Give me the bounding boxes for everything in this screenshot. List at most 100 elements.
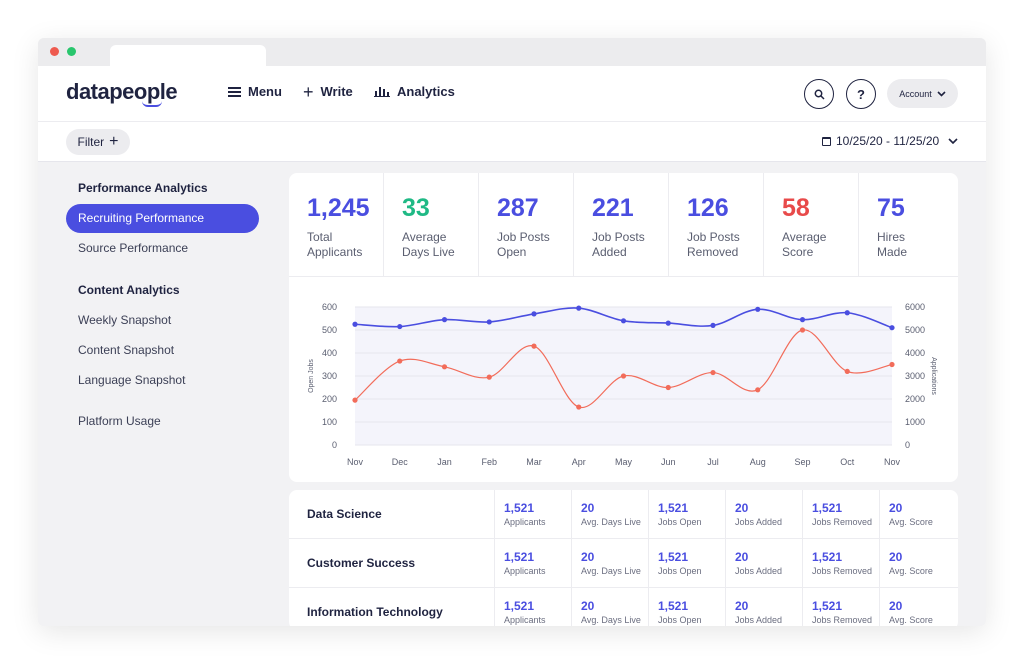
table-row[interactable]: Customer Success 1,521 Applicants 20 Avg. Da… bbox=[289, 539, 958, 588]
stat-label: Job Posts Open bbox=[497, 230, 550, 260]
data-point bbox=[665, 320, 671, 326]
table-cell: 1,521 Jobs Open bbox=[648, 490, 725, 539]
stat-tile[interactable]: 1,245 Total Applicants bbox=[289, 173, 384, 277]
stat-label-line1: Job Posts bbox=[497, 230, 550, 244]
stat-label: Hires Made bbox=[877, 230, 907, 260]
table-row[interactable]: Information Technology 1,521 Applicants 20 A… bbox=[289, 588, 958, 626]
data-point bbox=[889, 361, 895, 368]
cell-value: 20 bbox=[581, 550, 595, 564]
data-point bbox=[352, 397, 358, 403]
y-left-axis-title: Open Jobs bbox=[308, 359, 315, 393]
cell-label: Avg. Days Live bbox=[581, 517, 641, 527]
datapeople-logo[interactable]: datapeople bbox=[66, 79, 178, 104]
y-right-tick-label: 3000 bbox=[905, 371, 925, 381]
browser-chrome bbox=[38, 38, 986, 66]
stat-value: 58 bbox=[782, 194, 810, 222]
account-label: Account bbox=[899, 88, 932, 99]
stat-tile[interactable]: 221 Job Posts Added bbox=[574, 173, 669, 277]
stat-tile[interactable]: 75 Hires Made bbox=[859, 173, 958, 277]
cell-value: 1,521 bbox=[504, 501, 535, 515]
hamburger-icon bbox=[228, 86, 241, 97]
sidebar-item-recruiting-performance[interactable]: Recruiting Performance bbox=[66, 204, 259, 233]
cell-value: 1,521 bbox=[812, 501, 843, 515]
table-cell: 20 Jobs Added bbox=[725, 539, 802, 588]
table-cell: 20 Avg. Days Live bbox=[571, 490, 648, 539]
menu-label: Menu bbox=[248, 84, 282, 99]
close-window-dot[interactable] bbox=[50, 47, 59, 56]
y-right-tick-label: 0 bbox=[905, 440, 910, 450]
cell-value: 1,521 bbox=[812, 599, 843, 613]
row-department-name: Information Technology bbox=[307, 605, 443, 619]
filter-button[interactable]: Filter + bbox=[66, 129, 130, 155]
x-tick-label: Feb bbox=[481, 457, 497, 467]
search-button[interactable] bbox=[804, 79, 834, 109]
plus-icon: + bbox=[303, 81, 314, 102]
cell-value: 1,521 bbox=[812, 550, 843, 564]
cell-label: Jobs Open bbox=[658, 615, 702, 625]
stat-label-line2: Applicants bbox=[307, 245, 363, 259]
performance-analytics-heading: Performance Analytics bbox=[78, 181, 208, 195]
table-cell: 20 Avg. Score bbox=[879, 490, 958, 539]
cell-label: Jobs Removed bbox=[812, 566, 873, 576]
table-cell: 1,521 Jobs Removed bbox=[802, 539, 879, 588]
analytics-label: Analytics bbox=[397, 84, 455, 99]
sidebar-item-language-snapshot[interactable]: Language Snapshot bbox=[78, 373, 186, 387]
x-tick-label: Apr bbox=[572, 457, 586, 467]
write-nav-item[interactable]: + Write bbox=[303, 81, 353, 102]
help-button[interactable]: ? bbox=[846, 79, 876, 109]
data-point bbox=[576, 305, 582, 311]
stat-label-line2: Removed bbox=[687, 245, 739, 259]
table-cell: 1,521 Applicants bbox=[494, 588, 571, 626]
y-right-axis-title: Applications bbox=[930, 357, 937, 395]
sidebar-item-source-performance[interactable]: Source Performance bbox=[78, 241, 189, 255]
table-cell: 20 Jobs Added bbox=[725, 490, 802, 539]
data-point bbox=[844, 310, 850, 316]
stat-tile[interactable]: 58 Average Score bbox=[764, 173, 859, 277]
performance-card: 1,245 Total Applicants 33 Average Days Live 28… bbox=[289, 173, 958, 482]
calendar-icon bbox=[822, 136, 831, 146]
logo-smile-mark bbox=[142, 101, 162, 107]
sidebar-item-platform-usage[interactable]: Platform Usage bbox=[78, 414, 161, 428]
x-tick-label: Jan bbox=[437, 457, 452, 467]
cell-value: 20 bbox=[735, 550, 749, 564]
table-cell: 20 Avg. Score bbox=[879, 539, 958, 588]
cell-label: Jobs Added bbox=[735, 615, 783, 625]
table-cell: 20 Avg. Days Live bbox=[571, 539, 648, 588]
bar-chart-icon bbox=[374, 86, 390, 97]
stat-label: Average Score bbox=[782, 230, 826, 260]
stat-label-line2: Score bbox=[782, 245, 814, 259]
filter-bar: Filter + 10/25/20 - 11/25/20 bbox=[38, 122, 986, 162]
sidebar-item-weekly-snapshot[interactable]: Weekly Snapshot bbox=[78, 313, 172, 327]
data-point bbox=[397, 358, 403, 364]
x-tick-label: Nov bbox=[884, 457, 901, 467]
y-right-tick-label: 4000 bbox=[905, 348, 925, 358]
x-tick-label: Nov bbox=[347, 457, 364, 467]
table-cell: 1,521 Jobs Open bbox=[648, 539, 725, 588]
table-cell: 1,521 Applicants bbox=[494, 539, 571, 588]
account-dropdown[interactable]: Account bbox=[887, 79, 958, 108]
data-point bbox=[486, 374, 492, 380]
cell-value: 20 bbox=[581, 599, 595, 613]
top-navbar: datapeople Menu + Write Analytics ? Acco… bbox=[38, 66, 986, 122]
cell-value: 1,521 bbox=[504, 550, 535, 564]
data-point bbox=[531, 311, 537, 317]
data-point bbox=[755, 306, 761, 312]
write-label: Write bbox=[320, 84, 353, 99]
sidebar: Performance Analytics Recruiting Perform… bbox=[38, 162, 278, 626]
maximize-window-dot[interactable] bbox=[67, 47, 76, 56]
stat-value: 33 bbox=[402, 194, 430, 222]
date-range-picker[interactable]: 10/25/20 - 11/25/20 bbox=[822, 134, 958, 148]
table-row[interactable]: Data Science 1,521 Applicants 20 Avg. Days L… bbox=[289, 490, 958, 539]
cell-value: 20 bbox=[735, 501, 749, 515]
y-left-tick-label: 400 bbox=[322, 348, 337, 358]
table-cell: 20 Avg. Score bbox=[879, 588, 958, 626]
browser-tab[interactable] bbox=[110, 45, 266, 66]
menu-nav-item[interactable]: Menu bbox=[228, 84, 282, 99]
applications-chart: 0 0 100 1000 200 2000 300 3000 400 4000 500 5000 600… bbox=[308, 302, 937, 467]
stat-tile[interactable]: 126 Job Posts Removed bbox=[669, 173, 764, 277]
analytics-nav-item[interactable]: Analytics bbox=[374, 84, 455, 99]
data-point bbox=[352, 321, 358, 327]
stat-tile[interactable]: 33 Average Days Live bbox=[384, 173, 479, 277]
sidebar-item-content-snapshot[interactable]: Content Snapshot bbox=[78, 343, 175, 357]
stat-tile[interactable]: 287 Job Posts Open bbox=[479, 173, 574, 277]
